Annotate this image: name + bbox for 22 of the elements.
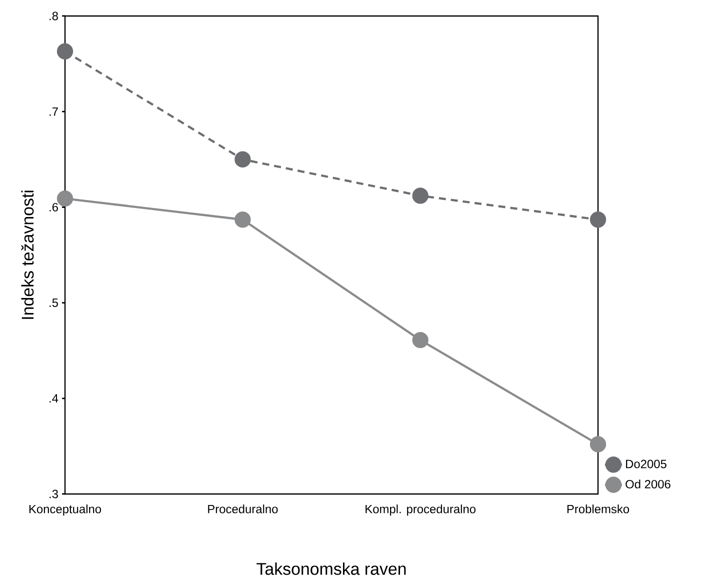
- x-tick-label: Kompl. proceduralno: [366, 504, 476, 516]
- point: [234, 151, 251, 168]
- legend-label: Od 2006: [626, 480, 670, 488]
- point: [590, 436, 606, 452]
- x-tick-label: Problemsko: [567, 504, 630, 514]
- y-tick-label: .7: [50, 107, 58, 116]
- y-tick-label: .3: [50, 490, 58, 498]
- x-axis-title: Taksonomska raven: [256, 562, 406, 575]
- point: [412, 332, 428, 348]
- y-tick-label: .4: [50, 394, 58, 402]
- point: [56, 190, 74, 207]
- x-tick-label: Konceptualno: [29, 504, 102, 516]
- point: [590, 212, 606, 228]
- legend-label: Do2005: [626, 460, 666, 468]
- x-tick-label: Proceduralno: [208, 504, 278, 514]
- y-tick-label: .5: [50, 298, 58, 307]
- y-axis-title: Indeks težavnosti: [21, 190, 34, 319]
- y-tick-label: .6: [50, 202, 58, 212]
- point: [412, 188, 428, 204]
- point: [234, 212, 251, 228]
- point: [56, 43, 74, 60]
- y-tick-label: .8: [50, 12, 58, 20]
